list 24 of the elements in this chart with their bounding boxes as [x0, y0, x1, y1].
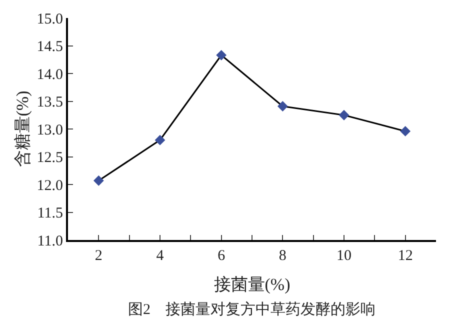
- y-axis-title: 含糖量(%): [12, 90, 32, 168]
- y-tick-label: 12.0: [36, 178, 63, 194]
- x-tick-label: 8: [278, 248, 286, 264]
- point: [216, 50, 227, 60]
- x-tick-label: 10: [336, 248, 352, 264]
- point: [338, 110, 350, 120]
- x-tick-label: 12: [398, 248, 413, 264]
- y-tick-label: 12.5: [36, 150, 63, 166]
- point: [154, 134, 166, 146]
- y-tick-label: 13.5: [36, 94, 63, 110]
- y-tick-label: 11.5: [37, 206, 63, 222]
- x-tick-label: 4: [156, 248, 164, 264]
- point: [400, 126, 411, 136]
- x-tick-label: 6: [218, 248, 226, 264]
- x-tick-label: 2: [94, 248, 102, 264]
- x-axis-title: 接菌量(%): [214, 274, 290, 294]
- y-tick-label: 15.0: [36, 11, 63, 28]
- point: [277, 101, 288, 112]
- y-tick-label: 11.0: [37, 233, 63, 250]
- y-tick-label: 13.0: [36, 122, 63, 138]
- y-tick-label: 14.0: [36, 66, 63, 83]
- y-tick-label: 14.5: [36, 39, 63, 55]
- point: [93, 175, 104, 186]
- caption: 图2 接菌量对复方中草药发酵的影响: [128, 301, 376, 318]
